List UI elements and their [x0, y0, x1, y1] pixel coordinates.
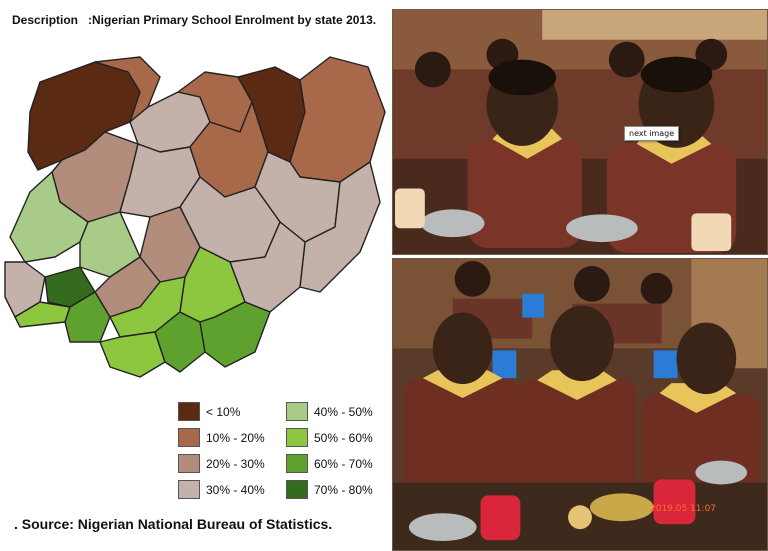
- legend-label: 30% - 40%: [206, 482, 265, 497]
- legend-item: 70% - 80%: [286, 480, 373, 499]
- map-svg: [4, 56, 386, 378]
- legend-item: 20% - 30%: [178, 454, 265, 473]
- legend-swatch: [178, 428, 200, 447]
- legend-swatch: [286, 480, 308, 499]
- legend-swatch: [178, 480, 200, 499]
- photo-top-illustration: [393, 10, 767, 254]
- legend-label: 50% - 60%: [314, 430, 373, 445]
- legend-item: 50% - 60%: [286, 428, 373, 447]
- legend-item: 60% - 70%: [286, 454, 373, 473]
- description-text: :Nigerian Primary School Enrolment by st…: [88, 13, 377, 27]
- legend-swatch: [286, 402, 308, 421]
- map-legend: < 10% 10% - 20% 20% - 30% 30% - 40% 40% …: [178, 402, 393, 506]
- legend-label: 40% - 50%: [314, 404, 373, 419]
- source-caption: . Source: Nigerian National Bureau of St…: [14, 516, 333, 532]
- legend-swatch: [178, 402, 200, 421]
- legend-label: 70% - 80%: [314, 482, 373, 497]
- legend-item: 40% - 50%: [286, 402, 373, 421]
- legend-label: < 10%: [206, 404, 241, 419]
- photo-children-eating-bottom: [392, 258, 768, 551]
- legend-swatch: [286, 454, 308, 473]
- legend-label: 10% - 20%: [206, 430, 265, 445]
- state-region: [99, 331, 166, 378]
- legend-item: 10% - 20%: [178, 428, 265, 447]
- legend-item: 30% - 40%: [178, 480, 265, 499]
- photo-children-eating-top: [392, 9, 768, 255]
- map-description: Description :Nigerian Primary School Enro…: [12, 13, 376, 27]
- legend-label: 60% - 70%: [314, 456, 373, 471]
- legend-swatch: [178, 454, 200, 473]
- legend-swatch: [286, 428, 308, 447]
- state-region: [299, 161, 381, 293]
- description-label: Description: [12, 13, 79, 27]
- photo-timestamp: 2019.05 11:07: [650, 504, 717, 514]
- nigeria-enrolment-map: [0, 52, 390, 392]
- photo-bottom-illustration: [393, 259, 767, 550]
- state-region: [199, 301, 271, 368]
- next-image-tooltip[interactable]: next image: [624, 126, 680, 141]
- legend-item: < 10%: [178, 402, 240, 421]
- legend-label: 20% - 30%: [206, 456, 265, 471]
